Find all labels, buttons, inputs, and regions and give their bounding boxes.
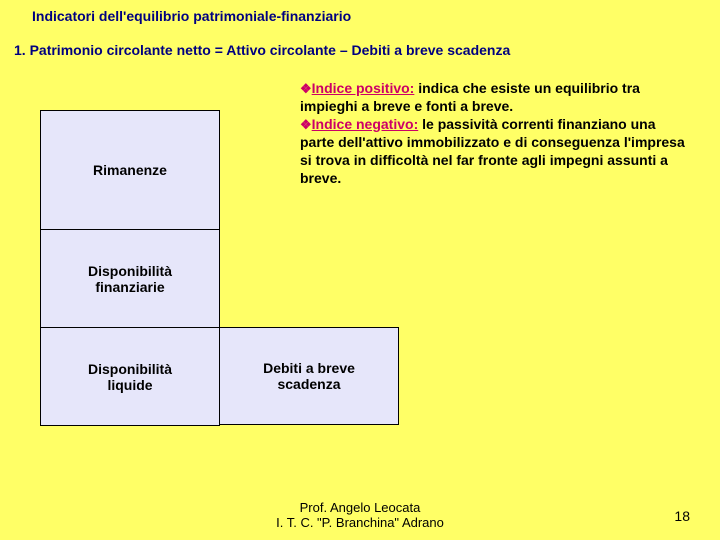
box-rimanenze: Rimanenze: [40, 110, 220, 230]
box-disponibilita-liquide: Disponibilitàliquide: [40, 328, 220, 426]
left-column: Rimanenze Disponibilitàfinanziarie Dispo…: [40, 110, 220, 426]
bullet-icon: ❖: [300, 117, 312, 132]
footer: Prof. Angelo Leocata I. T. C. "P. Branch…: [0, 500, 720, 530]
explanation-text: ❖Indice positivo: indica che esiste un e…: [300, 80, 690, 187]
positive-index-label: Indice positivo:: [312, 80, 415, 96]
footer-author: Prof. Angelo Leocata: [300, 500, 421, 515]
bullet-icon: ❖: [300, 81, 312, 96]
negative-index-label: Indice negativo:: [312, 116, 419, 132]
right-column: Debiti a brevescadenza: [219, 327, 399, 425]
footer-school: I. T. C. "P. Branchina" Adrano: [276, 515, 444, 530]
box-disponibilita-finanziarie: Disponibilitàfinanziarie: [40, 230, 220, 328]
formula-line: 1. Patrimonio circolante netto = Attivo …: [14, 42, 510, 58]
page-number: 18: [674, 508, 690, 524]
slide-title: Indicatori dell'equilibrio patrimoniale-…: [32, 8, 351, 24]
box-debiti-breve: Debiti a brevescadenza: [219, 327, 399, 425]
